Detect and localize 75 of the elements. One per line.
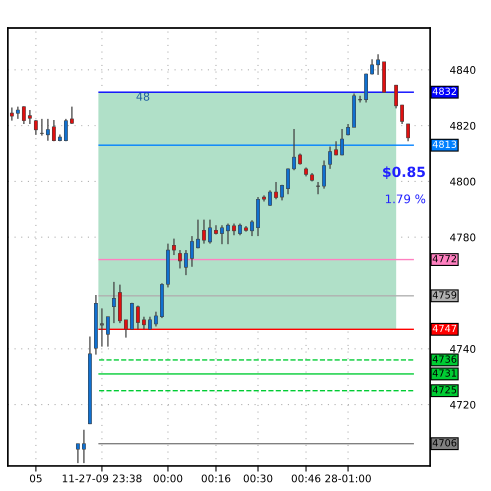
candlestick: [370, 58, 374, 76]
y-tick-label: 4800: [450, 178, 476, 186]
x-tick-label: 00:46: [292, 474, 320, 482]
candlestick: [400, 104, 404, 125]
candlestick: [226, 222, 230, 245]
candlestick: [172, 238, 176, 256]
candlestick: [106, 316, 110, 348]
candlestick: [82, 429, 86, 464]
candlestick: [64, 118, 68, 142]
candlestick: [10, 106, 14, 122]
candlestick: [100, 308, 104, 348]
candlestick: [274, 181, 278, 200]
y-tick-label: 4820: [450, 122, 476, 130]
candlestick: [76, 442, 80, 464]
candlestick: [238, 222, 242, 236]
candlestick: [184, 249, 188, 276]
candlestick: [346, 123, 350, 136]
y-tick-label: 4840: [450, 66, 476, 74]
candlestick: [208, 219, 212, 244]
ref-line-label: 4747: [432, 324, 456, 332]
candlestick: [40, 118, 44, 136]
y-tick-label: 4780: [450, 233, 476, 242]
band-label: 48: [136, 92, 150, 101]
ref-line-label: 4772: [432, 254, 456, 262]
candlestick: [214, 224, 218, 236]
annotation: $0.85: [383, 166, 425, 179]
ref-line-label: 4731: [432, 369, 456, 377]
annotation: 1.79 %: [386, 194, 426, 204]
x-tick-label: 05: [30, 474, 42, 482]
x-tick-label: 00:30: [244, 474, 272, 482]
candlestick: [406, 123, 410, 142]
candlestick: [340, 128, 344, 156]
candlestick: [136, 304, 140, 330]
candlestick: [298, 152, 302, 166]
ref-line-label: 4725: [432, 386, 456, 394]
candlestick: [154, 311, 158, 328]
candlestick: [124, 319, 128, 338]
candlestick: [148, 316, 152, 330]
candlestick: [334, 140, 338, 156]
candlestick: [22, 105, 26, 125]
y-tick-label: 4720: [450, 400, 476, 409]
candlestick: [34, 119, 38, 136]
candlestick: [280, 184, 284, 202]
candlestick: [46, 118, 50, 142]
ref-line-label: 4832: [432, 88, 456, 95]
candlestick: [232, 222, 236, 236]
y-tick-label: 4740: [450, 345, 476, 353]
ref-line-label: 4736: [432, 355, 456, 363]
candlestick: [142, 316, 146, 330]
candlestick: [196, 219, 200, 249]
candlestick: [112, 281, 116, 324]
x-tick-label: 11-27-09 23:38: [62, 474, 142, 482]
candlestick: [322, 160, 326, 190]
candlestick: [190, 235, 194, 268]
candlestick: [250, 220, 254, 237]
candlestick: [28, 109, 32, 125]
candlestick: [316, 181, 320, 195]
candlestick: [16, 106, 20, 120]
ref-line-label: 4813: [432, 140, 456, 148]
ref-line-label: 4759: [432, 291, 456, 299]
candlestick: [178, 249, 182, 270]
candlestick: [52, 119, 56, 142]
ref-line-label: 4706: [432, 439, 456, 446]
candlestick: [292, 128, 296, 171]
candlestick: [268, 190, 272, 207]
candlestick: [70, 106, 74, 125]
candlestick: [376, 54, 380, 76]
candlestick: [328, 146, 332, 170]
x-tick-label: 00:00: [154, 474, 182, 482]
candlestick: [220, 224, 224, 245]
x-tick-label: 00:16: [202, 474, 230, 482]
candlestick: [394, 84, 398, 109]
candlestick: [202, 219, 206, 244]
candlestick: [286, 168, 290, 195]
x-tick-label: 28-01:00: [325, 474, 371, 482]
